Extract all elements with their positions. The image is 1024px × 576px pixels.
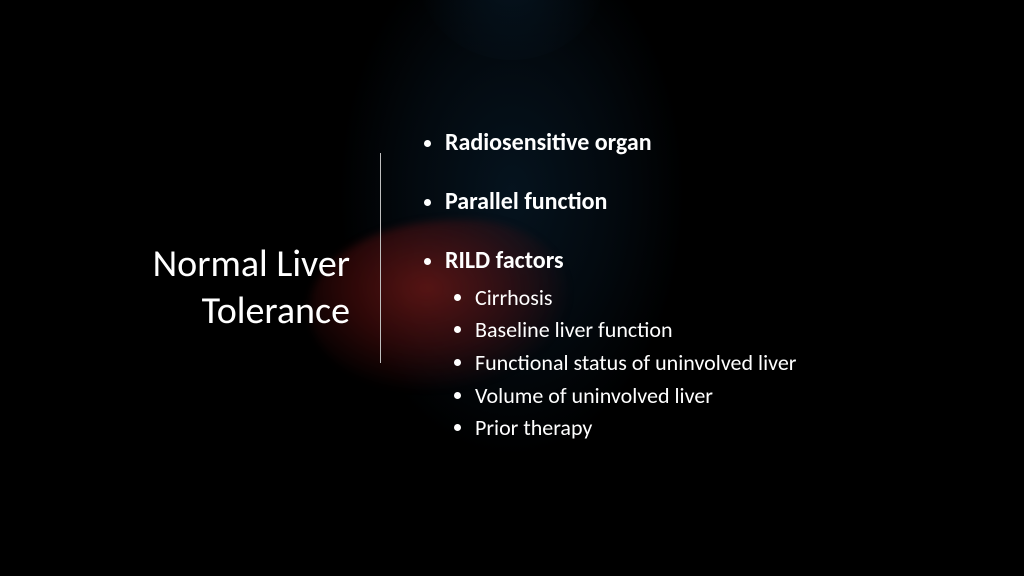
bullet-item: Radiosensitive organ (445, 127, 796, 158)
sub-bullet-item: Cirrhosis (475, 283, 796, 313)
title-line-1: Normal Liver (153, 241, 350, 287)
bullet-item: RILD factors Cirrhosis Baseline liver fu… (445, 245, 796, 443)
sub-bullet-item: Functional status of uninvolved liver (475, 348, 796, 378)
title-column: Normal Liver Tolerance (0, 241, 380, 336)
bullets-column: Radiosensitive organ Parallel function R… (381, 127, 796, 449)
sub-bullet-item: Volume of uninvolved liver (475, 381, 796, 411)
bullet-item: Parallel function (445, 186, 796, 217)
content-row: Normal Liver Tolerance Radiosensitive or… (0, 0, 1024, 576)
slide: Normal Liver Tolerance Radiosensitive or… (0, 0, 1024, 576)
title-line-2: Tolerance (202, 288, 350, 334)
bullet-list: Radiosensitive organ Parallel function R… (421, 127, 796, 443)
sub-bullet-list: Cirrhosis Baseline liver function Functi… (445, 283, 796, 443)
slide-title: Normal Liver Tolerance (0, 241, 350, 336)
sub-bullet-item: Prior therapy (475, 413, 796, 443)
bullet-item-label: RILD factors (445, 246, 564, 275)
sub-bullet-item: Baseline liver function (475, 315, 796, 345)
